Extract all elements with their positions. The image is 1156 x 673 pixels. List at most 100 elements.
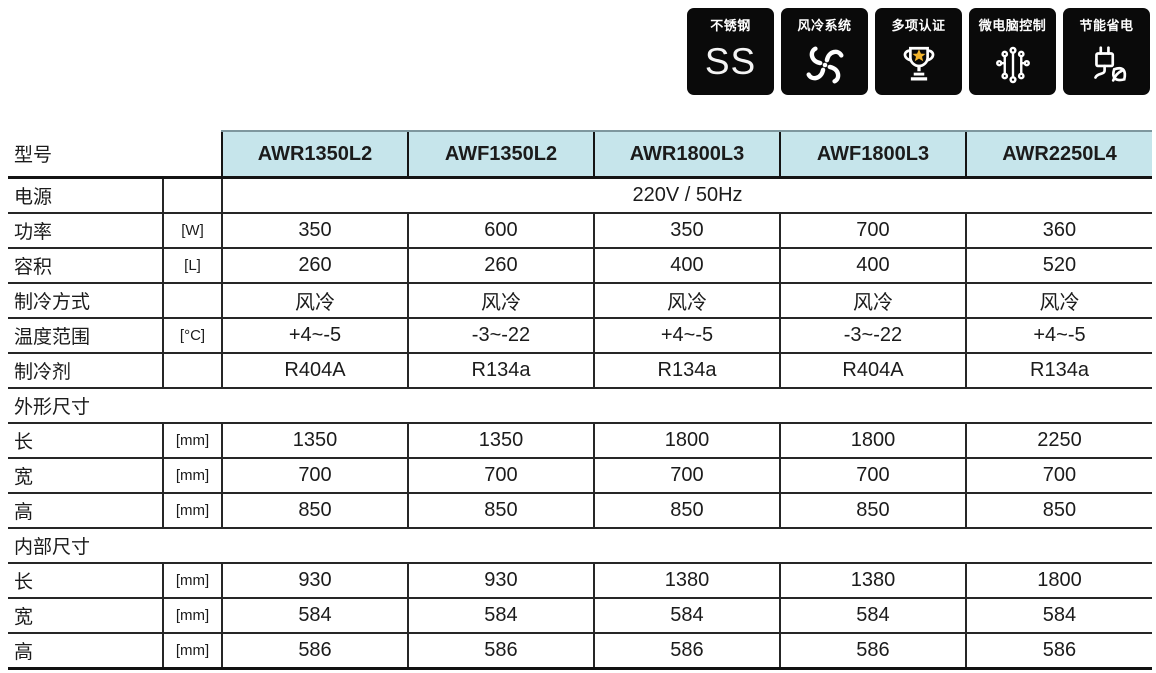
unit-label: [mm] <box>163 493 224 529</box>
spec-value: 850 <box>408 493 595 529</box>
spec-value: 584 <box>593 598 781 634</box>
spec-value: 586 <box>779 633 967 670</box>
spec-value: 700 <box>222 458 409 494</box>
section-header: 内部尺寸 <box>8 528 1152 564</box>
spec-value: 700 <box>965 458 1152 494</box>
unit-label: [mm] <box>163 598 224 634</box>
model-header-cell: AWR2250L4 <box>964 130 1152 179</box>
unit-label: [mm] <box>163 458 224 494</box>
table-row: 长 [mm] 1350 1350 1800 1800 2250 <box>8 423 1152 459</box>
model-header-cell: AWR1350L2 <box>221 130 408 179</box>
unit-label: [mm] <box>163 633 224 670</box>
spec-value: 350 <box>593 213 781 249</box>
spec-value: R134a <box>965 353 1152 389</box>
spec-value: R404A <box>779 353 967 389</box>
table-row: 长 [mm] 930 930 1380 1380 1800 <box>8 563 1152 599</box>
table-row: 电源 220V / 50Hz <box>8 177 1152 214</box>
spec-value: -3~-22 <box>408 318 595 354</box>
spec-value: 850 <box>965 493 1152 529</box>
spec-value: 700 <box>779 213 967 249</box>
badge-label: 多项认证 <box>891 18 946 33</box>
spec-row-label: 温度范围 <box>8 318 164 354</box>
spec-value: 584 <box>222 598 409 634</box>
merged-value: 220V / 50Hz <box>222 177 1152 214</box>
spec-value: 360 <box>965 213 1152 249</box>
spec-value: 700 <box>593 458 781 494</box>
spec-row-label: 制冷方式 <box>8 283 164 319</box>
table-row: 制冷方式 风冷 风冷 风冷 风冷 风冷 <box>8 283 1152 319</box>
badge-air-cooling: 风冷系统 <box>781 8 868 95</box>
spec-value: 700 <box>779 458 967 494</box>
model-row-label: 型号 <box>8 131 223 179</box>
spec-row-label: 制冷剂 <box>8 353 164 389</box>
table-row: 外形尺寸 <box>8 388 1152 424</box>
spec-value: 风冷 <box>408 283 595 319</box>
spec-value: 1380 <box>593 563 781 599</box>
spec-value: 1350 <box>222 423 409 459</box>
spec-value: 1380 <box>779 563 967 599</box>
table-row: 宽 [mm] 584 584 584 584 584 <box>8 598 1152 634</box>
badge-microcomputer-control: 微电脑控制 <box>969 8 1056 95</box>
spec-value: 1800 <box>779 423 967 459</box>
badge-label: 微电脑控制 <box>978 18 1047 33</box>
spec-value: 850 <box>779 493 967 529</box>
spec-row-label: 容积 <box>8 248 164 284</box>
spec-row-label: 长 <box>8 423 164 459</box>
spec-value: 350 <box>222 213 409 249</box>
spec-value: 260 <box>222 248 409 284</box>
spec-value: R134a <box>408 353 595 389</box>
circuit-icon <box>969 34 1056 95</box>
unit-label <box>163 177 224 214</box>
spec-value: 850 <box>222 493 409 529</box>
table-row: 功率 [W] 350 600 350 700 360 <box>8 213 1152 249</box>
badge-energy-saving: 节能省电 <box>1063 8 1150 95</box>
spec-value: 586 <box>965 633 1152 670</box>
spec-value: 586 <box>408 633 595 670</box>
spec-row-label: 功率 <box>8 213 164 249</box>
spec-value: +4~-5 <box>965 318 1152 354</box>
table-row: 温度范围 [°C] +4~-5 -3~-22 +4~-5 -3~-22 +4~-5 <box>8 318 1152 354</box>
section-header: 外形尺寸 <box>8 388 1152 424</box>
spec-value: 584 <box>408 598 595 634</box>
unit-label: [L] <box>163 248 224 284</box>
spec-value: -3~-22 <box>779 318 967 354</box>
spec-row-label: 高 <box>8 493 164 529</box>
spec-value: 1800 <box>965 563 1152 599</box>
table-row: 容积 [L] 260 260 400 400 520 <box>8 248 1152 284</box>
badge-label: 不锈钢 <box>710 18 751 33</box>
spec-value: 260 <box>408 248 595 284</box>
model-header-cell: AWF1350L2 <box>407 130 594 179</box>
unit-label: [°C] <box>163 318 224 354</box>
spec-row-label: 电源 <box>8 177 164 214</box>
unit-label: [mm] <box>163 423 224 459</box>
spec-table: 型号 AWR1350L2 AWF1350L2 AWR1800L3 AWF1800L3 AW… <box>8 130 1152 670</box>
fan-icon <box>781 34 868 95</box>
spec-table-body: 电源 220V / 50Hz 功率 [W] 350 600 350 700 360 容积 [L] 26… <box>8 177 1152 670</box>
badge-certifications: 多项认证 <box>875 8 962 95</box>
spec-value: +4~-5 <box>593 318 781 354</box>
spec-value: 586 <box>593 633 781 670</box>
spec-value: 850 <box>593 493 781 529</box>
spec-value: 930 <box>408 563 595 599</box>
spec-value: 1350 <box>408 423 595 459</box>
spec-row-label: 宽 <box>8 458 164 494</box>
model-header-cell: AWF1800L3 <box>778 130 966 179</box>
spec-value: 520 <box>965 248 1152 284</box>
model-header-cell: AWR1800L3 <box>592 130 780 179</box>
spec-row-label: 高 <box>8 633 164 670</box>
spec-value: 2250 <box>965 423 1152 459</box>
spec-value: 930 <box>222 563 409 599</box>
spec-value: 风冷 <box>779 283 967 319</box>
stainless-steel-ss-icon: SS <box>704 41 757 82</box>
spec-value: R134a <box>593 353 781 389</box>
table-row: 制冷剂 R404A R134a R134a R404A R134a <box>8 353 1152 389</box>
unit-label <box>163 283 224 319</box>
spec-row-label: 长 <box>8 563 164 599</box>
unit-label: [mm] <box>163 563 224 599</box>
spec-value: 400 <box>779 248 967 284</box>
badge-label: 节能省电 <box>1079 18 1134 33</box>
badge-label: 风冷系统 <box>797 18 852 33</box>
spec-value: 风冷 <box>222 283 409 319</box>
unit-label <box>163 353 224 389</box>
spec-value: 586 <box>222 633 409 670</box>
